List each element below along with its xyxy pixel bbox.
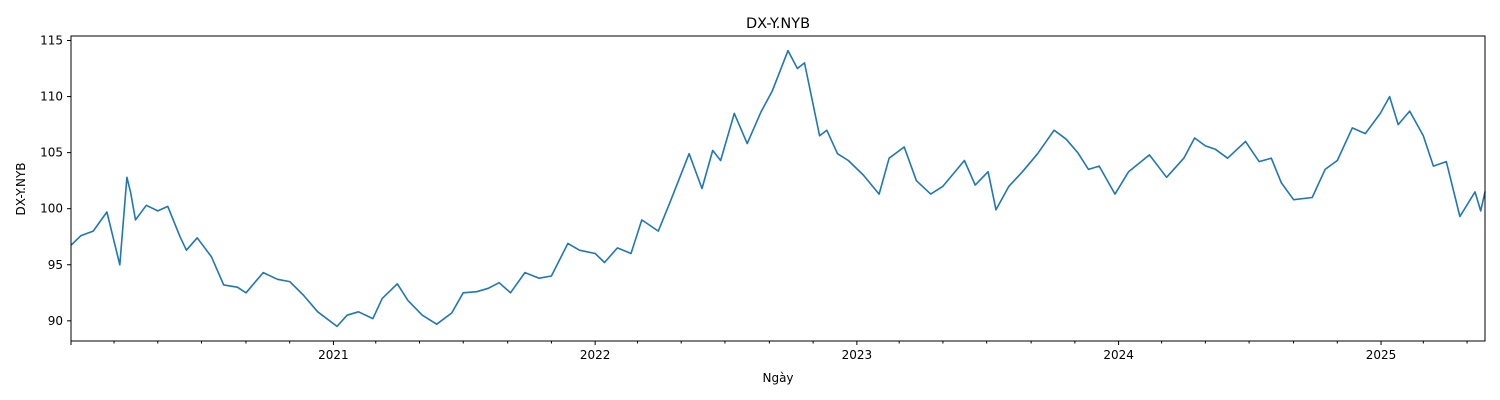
- y-tick-label: 90: [48, 314, 63, 328]
- y-tick-label: 95: [48, 258, 63, 272]
- y-axis-ticks: 90 95 100 105 110 115: [40, 33, 71, 328]
- x-tick-label: 2024: [1103, 348, 1134, 362]
- chart-title: DX-Y.NYB: [746, 16, 810, 32]
- x-tick-label: 2025: [1366, 348, 1397, 362]
- y-tick-label: 100: [40, 202, 63, 216]
- x-tick-label: 2022: [580, 348, 611, 362]
- y-tick-label: 115: [40, 33, 63, 47]
- x-axis-ticks: 2021 2022 2023 2024 2025: [70, 341, 1468, 362]
- y-axis-title: DX-Y.NYB: [14, 162, 28, 215]
- y-tick-label: 105: [40, 146, 63, 160]
- y-tick-label: 110: [40, 90, 63, 104]
- plot-frame: [70, 35, 1486, 342]
- x-tick-label: 2023: [842, 348, 873, 362]
- x-tick-label: 2021: [318, 348, 349, 362]
- x-axis-title: Ngày: [762, 371, 793, 385]
- series-line: [70, 49, 1486, 328]
